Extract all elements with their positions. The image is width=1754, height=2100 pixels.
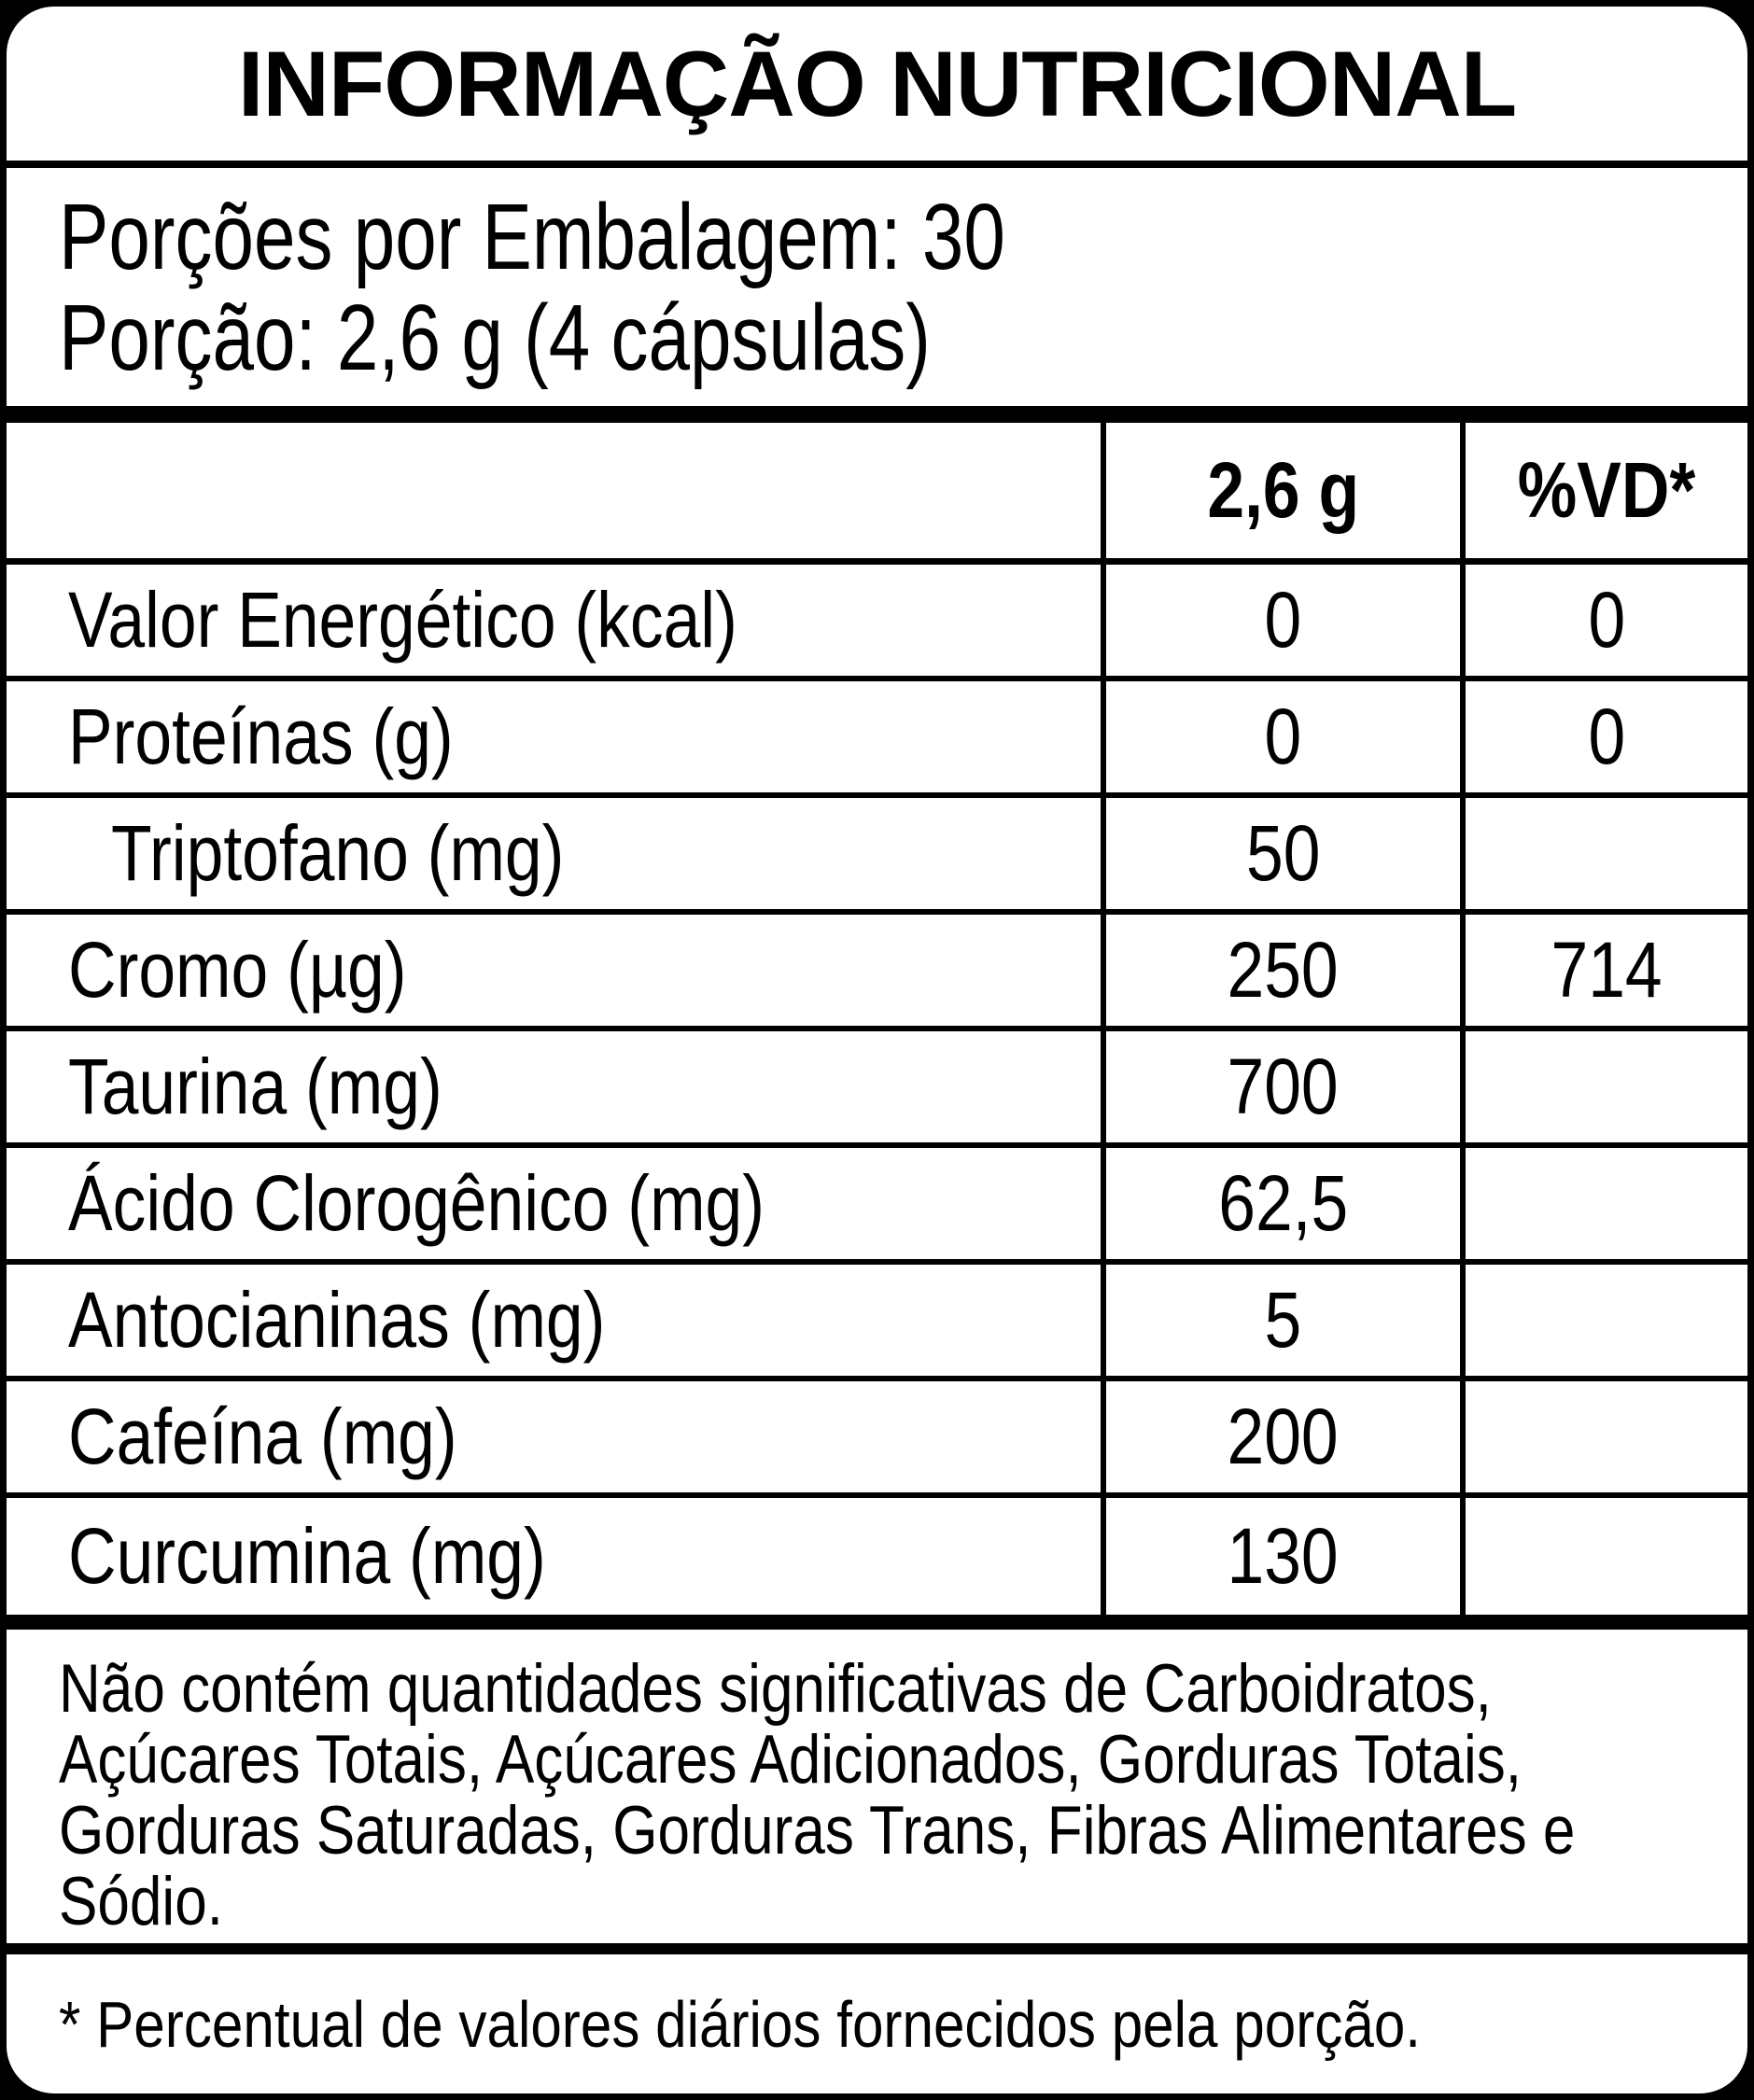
serving-info-section: Porções por Embalagem: 30 Porção: 2,6 g … bbox=[7, 168, 1747, 423]
daily-value-footnote-section: * Percentual de valores diários fornecid… bbox=[7, 1954, 1747, 2093]
row-daily-value: 0 bbox=[1588, 693, 1625, 780]
row-label-cell: Curcumina (mg) bbox=[7, 1498, 1101, 1615]
row-label: Taurina (mg) bbox=[68, 1043, 442, 1130]
row-quantity-cell: 0 bbox=[1101, 565, 1460, 676]
row-label: Cromo (µg) bbox=[68, 926, 407, 1014]
serving-size-text: Porção: 2,6 g (4 cápsulas) bbox=[59, 285, 931, 390]
quantity-column-label: 2,6 g bbox=[1207, 446, 1359, 534]
table-row: Cafeína (mg) 200 bbox=[7, 1381, 1747, 1498]
row-quantity-value: 130 bbox=[1227, 1512, 1340, 1600]
table-row: Cromo (µg) 250 714 bbox=[7, 915, 1747, 1031]
daily-value-column-label: %VD* bbox=[1517, 446, 1696, 534]
row-daily-value: 0 bbox=[1588, 576, 1625, 664]
row-quantity-cell: 700 bbox=[1101, 1031, 1460, 1142]
row-label-cell: Triptofano (mg) bbox=[7, 798, 1101, 909]
label-title: INFORMAÇÃO NUTRICIONAL bbox=[237, 31, 1517, 135]
row-quantity-value: 250 bbox=[1227, 926, 1340, 1014]
row-label-cell: Cafeína (mg) bbox=[7, 1381, 1101, 1492]
row-daily-value-cell bbox=[1460, 1265, 1747, 1376]
row-quantity-value: 62,5 bbox=[1218, 1159, 1348, 1247]
row-quantity-cell: 62,5 bbox=[1101, 1148, 1460, 1259]
row-label: Cafeína (mg) bbox=[68, 1393, 457, 1480]
row-label-cell: Taurina (mg) bbox=[7, 1031, 1101, 1142]
row-label: Triptofano (mg) bbox=[111, 809, 565, 897]
row-quantity-value: 0 bbox=[1264, 693, 1302, 780]
row-daily-value-cell: 0 bbox=[1460, 681, 1747, 792]
row-daily-value: 714 bbox=[1551, 926, 1663, 1014]
row-quantity-value: 700 bbox=[1227, 1043, 1340, 1130]
row-quantity-value: 5 bbox=[1264, 1276, 1302, 1364]
row-quantity-cell: 5 bbox=[1101, 1265, 1460, 1376]
row-label-cell: Antocianinas (mg) bbox=[7, 1265, 1101, 1376]
row-label: Valor Energético (kcal) bbox=[68, 576, 737, 664]
row-label: Curcumina (mg) bbox=[68, 1512, 546, 1600]
row-daily-value-cell bbox=[1460, 1498, 1747, 1615]
row-quantity-cell: 0 bbox=[1101, 681, 1460, 792]
row-quantity-value: 50 bbox=[1245, 809, 1321, 897]
row-label: Antocianinas (mg) bbox=[68, 1276, 606, 1364]
table-row: Ácido Clorogênico (mg) 62,5 bbox=[7, 1148, 1747, 1265]
servings-per-package-text: Porções por Embalagem: 30 bbox=[59, 184, 1005, 289]
row-label: Ácido Clorogênico (mg) bbox=[68, 1159, 765, 1247]
row-label-cell: Ácido Clorogênico (mg) bbox=[7, 1148, 1101, 1259]
header-cell-nutrient bbox=[7, 423, 1101, 558]
table-row: Valor Energético (kcal) 0 0 bbox=[7, 565, 1747, 681]
no-significant-amounts-section: Não contém quantidades significativas de… bbox=[7, 1630, 1747, 1954]
table-row: Proteínas (g) 0 0 bbox=[7, 681, 1747, 798]
table-row: Taurina (mg) 700 bbox=[7, 1031, 1747, 1148]
table-row: Triptofano (mg) 50 bbox=[7, 798, 1747, 915]
row-quantity-value: 200 bbox=[1227, 1393, 1340, 1480]
table-row: Curcumina (mg) 130 bbox=[7, 1498, 1747, 1615]
row-daily-value-cell bbox=[1460, 798, 1747, 909]
row-quantity-value: 0 bbox=[1264, 576, 1302, 664]
title-section: INFORMAÇÃO NUTRICIONAL bbox=[7, 7, 1747, 168]
row-daily-value-cell: 714 bbox=[1460, 915, 1747, 1026]
row-quantity-cell: 200 bbox=[1101, 1381, 1460, 1492]
row-daily-value-cell bbox=[1460, 1148, 1747, 1259]
row-label-cell: Valor Energético (kcal) bbox=[7, 565, 1101, 676]
nutrition-table: 2,6 g %VD* Valor Energético (kcal) 0 0 P… bbox=[7, 423, 1747, 1630]
row-quantity-cell: 250 bbox=[1101, 915, 1460, 1026]
header-cell-daily-value: %VD* bbox=[1460, 423, 1747, 558]
row-daily-value-cell: 0 bbox=[1460, 565, 1747, 676]
row-label: Proteínas (g) bbox=[68, 693, 454, 780]
table-row: Antocianinas (mg) 5 bbox=[7, 1265, 1747, 1381]
row-daily-value-cell bbox=[1460, 1381, 1747, 1492]
row-label-cell: Proteínas (g) bbox=[7, 681, 1101, 792]
table-header-row: 2,6 g %VD* bbox=[7, 423, 1747, 565]
row-daily-value-cell bbox=[1460, 1031, 1747, 1142]
daily-value-footnote: * Percentual de valores diários fornecid… bbox=[59, 1987, 1422, 2061]
no-significant-amounts-note: Não contém quantidades significativas de… bbox=[59, 1651, 1576, 1939]
row-label-cell: Cromo (µg) bbox=[7, 915, 1101, 1026]
header-cell-quantity: 2,6 g bbox=[1101, 423, 1460, 558]
row-quantity-cell: 50 bbox=[1101, 798, 1460, 909]
row-quantity-cell: 130 bbox=[1101, 1498, 1460, 1615]
